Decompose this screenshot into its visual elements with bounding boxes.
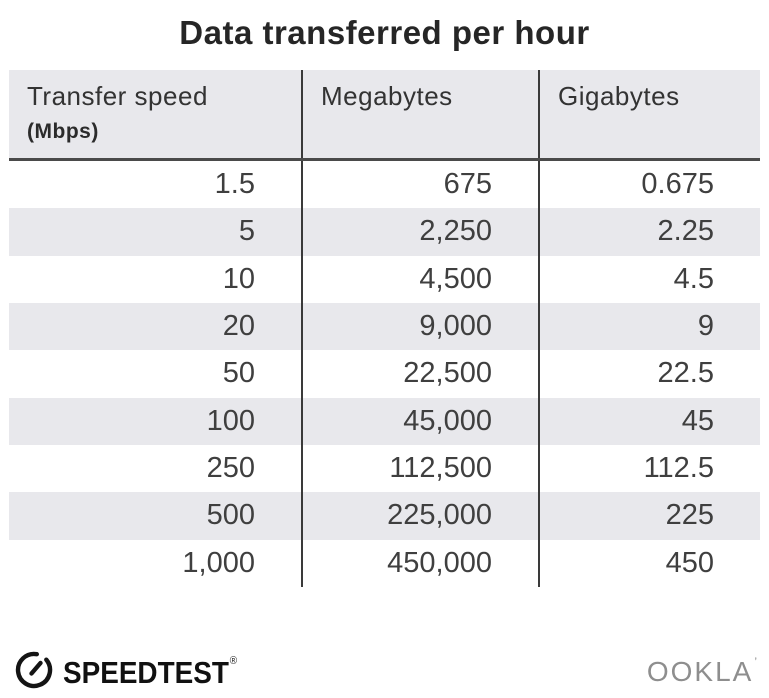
table-cell: 450: [538, 539, 760, 587]
ookla-label: OOKLA: [646, 656, 754, 687]
table-cell: 1.5: [214, 168, 255, 200]
chart-title: Data transferred per hour: [179, 14, 590, 51]
table-cell: 1,000: [182, 546, 255, 579]
table-cell: 22.5: [538, 350, 760, 398]
table-cell: 2,250: [301, 208, 538, 256]
table-row: 50 22,500 22.5: [9, 350, 760, 398]
table-cell: 9: [538, 302, 760, 351]
speedtest-logo: SPEEDTEST ®: [14, 650, 256, 695]
table-cell: 50: [222, 357, 255, 390]
table-cell: 100: [206, 404, 255, 437]
table-cell: 2.25: [538, 208, 760, 256]
table-row: 250 112,500 112.5: [9, 444, 760, 493]
table-row: 1.5 675 0.675: [9, 161, 760, 209]
speedtest-gauge-icon: [14, 650, 54, 695]
table-cell: 45,000: [301, 397, 538, 445]
table-cell: 4.5: [538, 255, 760, 303]
ookla-logo: OOKLA ’: [646, 655, 757, 687]
table-cell: 9,000: [301, 302, 538, 351]
table-cell: 500: [206, 499, 255, 532]
table-cell: 675: [301, 161, 538, 209]
data-table: Transfer speed (Mbps) Megabytes Gigabyte…: [9, 70, 760, 587]
table-cell: 225,000: [301, 492, 538, 540]
ookla-trademark-icon: ’: [754, 655, 757, 669]
table-row: 10 4,500 4.5: [9, 255, 760, 303]
header-label: Megabytes: [321, 81, 453, 111]
table-row: 500 225,000 225: [9, 492, 760, 540]
table-cell: 450,000: [301, 539, 538, 587]
header-cell-gigabytes: Gigabytes: [538, 70, 760, 158]
table-header-row: Transfer speed (Mbps) Megabytes Gigabyte…: [9, 70, 760, 161]
table-cell: 10: [222, 262, 255, 295]
table-cell: 45: [538, 397, 760, 445]
header-sublabel: (Mbps): [27, 120, 99, 143]
table-row: 1,000 450,000 450: [9, 539, 760, 587]
table-row: 5 2,250 2.25: [9, 208, 760, 256]
table-cell: 4,500: [301, 255, 538, 303]
table-row: 20 9,000 9: [9, 302, 760, 351]
table-row: 100 45,000 45: [9, 397, 760, 445]
header-label: Gigabytes: [558, 81, 680, 111]
table-body: 1.5 675 0.675 5 2,250 2.25 10 4,500 4.5 …: [9, 161, 760, 587]
table-cell: 250: [206, 451, 255, 484]
registered-trademark-icon: ®: [229, 654, 238, 667]
table-cell: 20: [222, 309, 255, 342]
table-cell: 112,500: [301, 444, 538, 493]
table-cell: 22,500: [301, 350, 538, 398]
header-label: Transfer speed: [27, 81, 208, 111]
table-cell: 5: [238, 215, 255, 248]
speedtest-label: SPEEDTEST: [63, 654, 229, 690]
speedtest-wordmark: SPEEDTEST ®: [63, 654, 238, 690]
table-cell: 112.5: [538, 444, 760, 493]
table-cell: 225: [538, 492, 760, 540]
header-cell-transfer-speed: Transfer speed (Mbps): [9, 70, 301, 158]
table-cell: 0.675: [538, 161, 760, 209]
header-cell-megabytes: Megabytes: [301, 70, 538, 158]
footer: SPEEDTEST ® OOKLA ’: [14, 649, 757, 695]
